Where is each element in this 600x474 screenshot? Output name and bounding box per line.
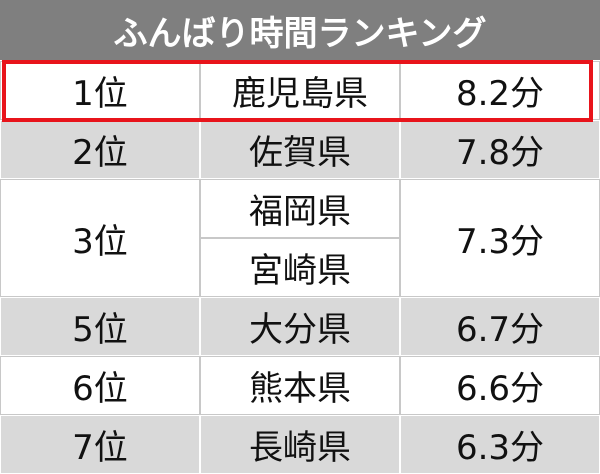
- time-cell: 6.6分: [400, 356, 600, 415]
- rank-cell: 2位: [0, 120, 200, 179]
- rank-cell: 7位: [0, 415, 200, 474]
- time-cell: 7.8分: [400, 120, 600, 179]
- rank-cell: 6位: [0, 356, 200, 415]
- rank-cell: 1位: [0, 61, 200, 120]
- prefecture-cell: 大分県: [200, 297, 400, 356]
- rank-cell: 3位: [0, 179, 200, 297]
- time-cell: 7.3分: [400, 179, 600, 297]
- prefecture-cell: 鹿児島県: [200, 61, 400, 120]
- time-cell: 8.2分: [400, 61, 600, 120]
- time-cell: 6.7分: [400, 297, 600, 356]
- prefecture-cell: 佐賀県: [200, 120, 400, 179]
- prefecture-cell: 福岡県: [200, 179, 400, 238]
- table-title: ふんばり時間ランキング: [0, 0, 600, 60]
- time-cell: 6.3分: [400, 415, 600, 474]
- prefecture-cell: 宮崎県: [200, 238, 400, 297]
- prefecture-cell: 長崎県: [200, 415, 400, 474]
- prefecture-cell: 熊本県: [200, 356, 400, 415]
- rank-cell: 5位: [0, 297, 200, 356]
